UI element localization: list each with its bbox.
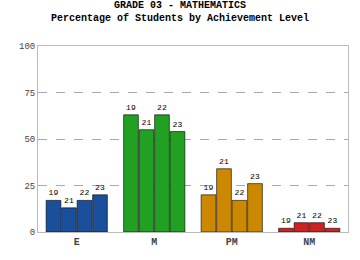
svg-text:19: 19 [204, 183, 214, 192]
svg-text:23: 23 [328, 216, 338, 225]
svg-text:NM: NM [303, 237, 315, 248]
svg-text:22: 22 [80, 188, 90, 197]
svg-text:23: 23 [95, 183, 105, 192]
svg-text:PM: PM [226, 237, 238, 248]
svg-text:21: 21 [142, 118, 152, 127]
svg-text:21: 21 [64, 196, 74, 205]
svg-text:19: 19 [281, 216, 291, 225]
svg-text:22: 22 [157, 103, 167, 112]
svg-text:E: E [74, 237, 80, 248]
svg-text:19: 19 [126, 103, 136, 112]
svg-text:50: 50 [24, 135, 35, 145]
svg-text:22: 22 [312, 211, 322, 220]
svg-text:GRADE 03 - MATHEMATICSPercenta: GRADE 03 - MATHEMATICSPercentage of Stud… [51, 0, 309, 24]
svg-text:23: 23 [250, 172, 260, 181]
svg-text:75: 75 [24, 89, 35, 99]
svg-text:0: 0 [30, 228, 35, 238]
svg-text:19: 19 [49, 188, 59, 197]
svg-text:23: 23 [173, 120, 183, 129]
svg-text:M: M [151, 237, 157, 248]
svg-text:100: 100 [19, 42, 35, 52]
svg-text:25: 25 [24, 182, 35, 192]
svg-text:22: 22 [235, 188, 245, 197]
svg-text:21: 21 [297, 211, 307, 220]
svg-text:21: 21 [219, 157, 229, 166]
